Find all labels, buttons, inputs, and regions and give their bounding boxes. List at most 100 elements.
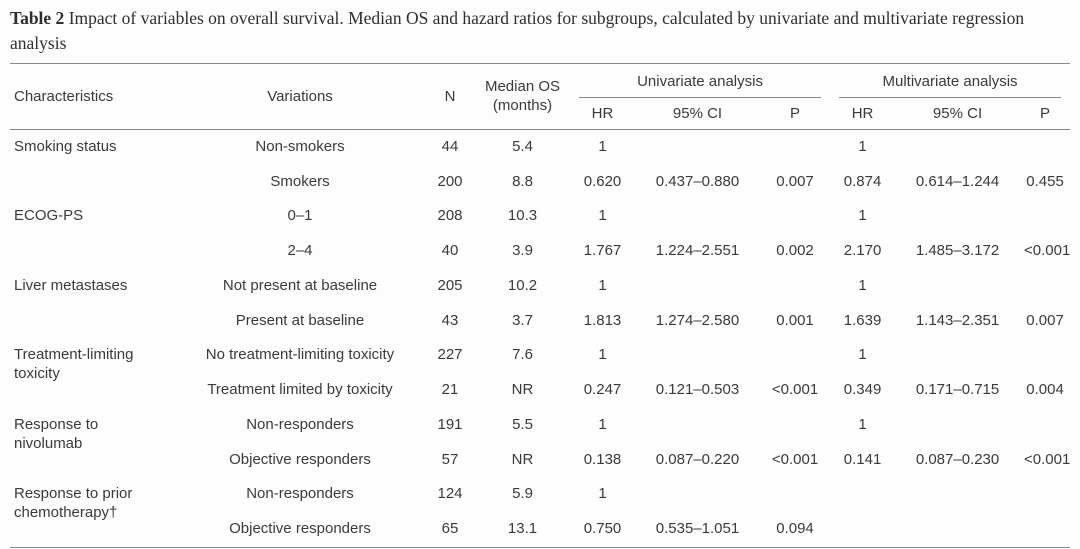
cell-multi-p: <0.001 bbox=[1024, 450, 1071, 468]
cell-variation: Non-smokers bbox=[255, 137, 345, 155]
cell-variation: Present at baseline bbox=[235, 311, 365, 329]
cell-uni-ci: 0.437–0.880 bbox=[655, 172, 740, 190]
cell-n: 208 bbox=[437, 207, 463, 225]
header-uni-hr: HR bbox=[570, 97, 635, 130]
cell-multi-hr: 1.639 bbox=[843, 311, 882, 329]
cell-n: 124 bbox=[437, 485, 463, 503]
table-row: Smokers 200 8.8 0.620 0.437–0.880 0.007 … bbox=[10, 165, 1070, 200]
cell-characteristic: Response to nivolumab bbox=[14, 415, 99, 452]
cell-variation: Objective responders bbox=[229, 520, 371, 537]
cell-multi-ci bbox=[895, 477, 1020, 512]
cell-uni-p bbox=[760, 199, 830, 234]
cell-multi-hr: 1 bbox=[858, 276, 867, 294]
cell-n: 21 bbox=[441, 381, 459, 398]
cell-characteristic: Treatment-limiting toxicity bbox=[14, 346, 134, 382]
cell-multi-ci: 1.143–2.351 bbox=[915, 311, 1000, 329]
cell-n: 191 bbox=[437, 415, 463, 433]
cell-uni-hr: 1.767 bbox=[583, 242, 622, 259]
cell-median-os: 8.8 bbox=[512, 172, 533, 190]
cell-uni-hr: 0.138 bbox=[583, 450, 622, 468]
table-caption-text: Impact of variables on overall survival.… bbox=[10, 8, 1025, 54]
cell-uni-hr: 1 bbox=[598, 346, 607, 364]
cell-uni-ci: 1.224–2.551 bbox=[655, 242, 740, 259]
cell-uni-ci: 0.121–0.503 bbox=[655, 381, 740, 398]
cell-uni-hr: 1 bbox=[598, 485, 607, 503]
header-univariate-group: Univariate analysis bbox=[570, 63, 830, 98]
cell-multi-p bbox=[1020, 477, 1070, 512]
table-row: Treatment limited by toxicity 21 NR 0.24… bbox=[10, 373, 1070, 408]
cell-variation: 2–4 bbox=[287, 242, 313, 259]
cell-multi-hr bbox=[830, 512, 895, 547]
cell-characteristic: Response to prior chemotherapy† bbox=[14, 485, 133, 521]
cell-uni-p: 0.002 bbox=[776, 242, 814, 259]
cell-n: 200 bbox=[437, 172, 463, 190]
cell-uni-p: 0.001 bbox=[776, 311, 814, 329]
cell-median-os: 5.5 bbox=[512, 415, 533, 433]
header-variations: Variations bbox=[175, 63, 425, 130]
table-row: ECOG-PS 0–1 208 10.3 1 1 bbox=[10, 199, 1070, 234]
cell-characteristic: Liver metastases bbox=[14, 276, 128, 294]
header-multivariate-group: Multivariate analysis bbox=[830, 63, 1070, 98]
cell-multi-ci bbox=[895, 129, 1020, 164]
cell-n: 205 bbox=[437, 276, 463, 294]
cell-multi-hr bbox=[830, 477, 895, 512]
cell-multi-ci: 0.087–0.230 bbox=[915, 450, 1000, 468]
cell-median-os: 3.9 bbox=[512, 242, 533, 259]
header-uni-p: P bbox=[760, 97, 831, 130]
table-row: Smoking status Non-smokers 44 5.4 1 1 bbox=[10, 129, 1070, 164]
cell-uni-p: 0.007 bbox=[776, 172, 814, 190]
cell-uni-p: <0.001 bbox=[771, 381, 819, 398]
cell-uni-hr: 1 bbox=[598, 276, 607, 294]
cell-n: 227 bbox=[437, 346, 463, 364]
table-row: Objective responders 57 NR 0.138 0.087–0… bbox=[10, 443, 1070, 478]
multivariate-group-underline: Multivariate analysis bbox=[839, 64, 1062, 98]
cell-multi-p: 0.004 bbox=[1026, 381, 1064, 398]
cell-multi-p bbox=[1020, 408, 1070, 443]
cell-n: 44 bbox=[441, 137, 459, 155]
cell-multi-hr: 1 bbox=[858, 207, 867, 225]
cell-multi-hr: 0.349 bbox=[843, 381, 882, 398]
cell-n: 57 bbox=[441, 450, 459, 468]
header-uni-ci: 95% CI bbox=[635, 97, 760, 130]
cell-uni-p bbox=[760, 408, 830, 443]
cell-multi-p bbox=[1020, 338, 1070, 373]
header-multi-p: P bbox=[1020, 97, 1071, 130]
cell-uni-ci: 0.535–1.051 bbox=[655, 520, 740, 537]
cell-variation: Smokers bbox=[270, 172, 330, 190]
cell-uni-ci bbox=[635, 408, 760, 443]
header-n: N bbox=[425, 63, 475, 130]
cell-variation: Non-responders bbox=[246, 485, 354, 503]
cell-multi-hr: 1 bbox=[858, 137, 867, 155]
cell-multi-p bbox=[1020, 512, 1070, 547]
header-row-sub: HR 95% CI P HR 95% CI P bbox=[10, 97, 1071, 130]
header-multivariate-label: Multivariate analysis bbox=[882, 72, 1018, 90]
cell-uni-hr: 1 bbox=[598, 415, 607, 433]
cell-median-os: 10.2 bbox=[507, 276, 538, 294]
cell-median-os: NR bbox=[511, 381, 534, 398]
table-row: Present at baseline 43 3.7 1.813 1.274–2… bbox=[10, 304, 1070, 339]
cell-multi-ci bbox=[895, 512, 1020, 547]
cell-uni-ci: 1.274–2.580 bbox=[655, 311, 740, 329]
cell-multi-ci bbox=[895, 338, 1020, 373]
cell-uni-p bbox=[760, 477, 830, 512]
header-multi-ci: 95% CI bbox=[895, 97, 1021, 130]
cell-multi-p bbox=[1020, 129, 1070, 164]
univariate-group-underline: Univariate analysis bbox=[579, 64, 822, 98]
cell-multi-ci: 0.171–0.715 bbox=[915, 381, 1000, 398]
cell-uni-ci bbox=[635, 338, 760, 373]
cell-uni-hr: 0.750 bbox=[583, 520, 622, 537]
header-characteristics: Characteristics bbox=[10, 63, 175, 130]
cell-n: 43 bbox=[441, 311, 459, 329]
cell-uni-p: 0.094 bbox=[776, 520, 814, 537]
cell-uni-ci: 0.087–0.220 bbox=[655, 450, 740, 468]
cell-uni-ci bbox=[635, 199, 760, 234]
table-row: Response to prior chemotherapy† Non-resp… bbox=[10, 477, 1070, 521]
cell-median-os: 5.4 bbox=[512, 137, 533, 155]
cell-multi-hr: 0.141 bbox=[843, 450, 882, 468]
cell-median-os: 5.9 bbox=[512, 485, 533, 503]
cell-multi-hr: 0.874 bbox=[843, 172, 882, 190]
survival-table: Characteristics Variations N Median OS (… bbox=[10, 62, 1071, 548]
cell-median-os: NR bbox=[511, 450, 534, 468]
cell-n: 65 bbox=[441, 520, 459, 537]
